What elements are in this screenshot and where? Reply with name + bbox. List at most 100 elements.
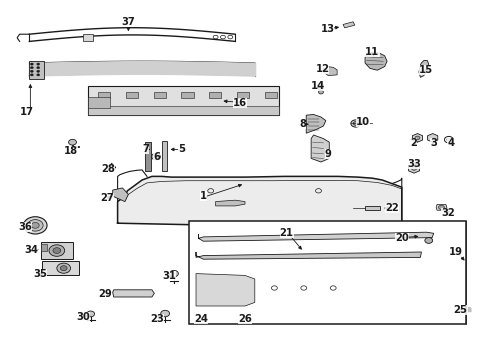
- Text: 20: 20: [395, 233, 409, 243]
- Text: 5: 5: [178, 144, 185, 154]
- Circle shape: [249, 315, 254, 319]
- Bar: [162, 141, 167, 171]
- Circle shape: [351, 120, 361, 127]
- Text: 34: 34: [24, 245, 38, 255]
- Text: 35: 35: [33, 269, 47, 279]
- Text: 32: 32: [441, 208, 455, 218]
- Circle shape: [151, 153, 160, 160]
- Bar: [365, 206, 380, 210]
- Circle shape: [69, 139, 76, 145]
- Circle shape: [318, 90, 323, 94]
- Circle shape: [415, 136, 420, 140]
- Bar: [181, 92, 194, 98]
- Text: 17: 17: [20, 107, 34, 117]
- Circle shape: [447, 138, 451, 141]
- Text: 14: 14: [310, 81, 325, 91]
- Text: 25: 25: [454, 305, 467, 315]
- Text: 29: 29: [98, 289, 112, 300]
- Text: 10: 10: [356, 117, 369, 127]
- Polygon shape: [436, 204, 447, 210]
- Text: 3: 3: [430, 138, 437, 148]
- Circle shape: [53, 248, 61, 253]
- Circle shape: [37, 63, 40, 65]
- Text: 21: 21: [280, 228, 294, 238]
- Circle shape: [30, 70, 33, 72]
- Circle shape: [27, 220, 43, 231]
- Bar: [145, 142, 151, 171]
- Text: 15: 15: [419, 65, 433, 75]
- Text: 8: 8: [299, 119, 306, 129]
- Text: 30: 30: [76, 312, 90, 322]
- Polygon shape: [311, 135, 329, 162]
- Circle shape: [439, 205, 444, 210]
- Bar: [126, 92, 138, 98]
- Bar: [265, 92, 277, 98]
- Circle shape: [57, 263, 71, 273]
- Text: 33: 33: [407, 159, 421, 169]
- Polygon shape: [196, 274, 255, 306]
- Bar: [98, 92, 110, 98]
- Circle shape: [30, 74, 33, 76]
- Bar: [83, 34, 93, 41]
- Bar: [189, 221, 466, 324]
- Circle shape: [412, 167, 416, 170]
- Bar: [88, 106, 279, 115]
- Polygon shape: [113, 290, 154, 297]
- Bar: [153, 92, 166, 98]
- Text: 7: 7: [143, 144, 149, 154]
- Text: 22: 22: [385, 203, 399, 213]
- Bar: [42, 261, 79, 275]
- Circle shape: [49, 245, 65, 256]
- Circle shape: [60, 266, 67, 271]
- Text: 9: 9: [325, 149, 332, 159]
- Text: 11: 11: [365, 47, 380, 57]
- Circle shape: [203, 310, 212, 317]
- Text: 12: 12: [316, 64, 329, 75]
- Polygon shape: [118, 176, 402, 229]
- Circle shape: [161, 310, 170, 317]
- Polygon shape: [323, 67, 337, 76]
- Text: 27: 27: [100, 193, 114, 203]
- Text: 24: 24: [194, 314, 208, 324]
- Bar: [88, 86, 279, 115]
- Text: 1: 1: [200, 191, 207, 201]
- Bar: [343, 22, 355, 28]
- Circle shape: [353, 122, 358, 125]
- Circle shape: [30, 63, 33, 65]
- Circle shape: [24, 217, 47, 234]
- Circle shape: [30, 67, 33, 69]
- Text: 2: 2: [411, 138, 417, 148]
- Polygon shape: [196, 252, 421, 259]
- Text: 18: 18: [64, 146, 78, 156]
- Text: 37: 37: [122, 17, 135, 27]
- Circle shape: [318, 87, 323, 90]
- Bar: [209, 92, 221, 98]
- Bar: [41, 242, 73, 259]
- Polygon shape: [306, 114, 326, 133]
- Bar: [237, 92, 249, 98]
- Circle shape: [31, 222, 39, 228]
- Text: 4: 4: [447, 138, 454, 148]
- Text: 13: 13: [320, 24, 334, 34]
- Text: 6: 6: [153, 152, 160, 162]
- Circle shape: [37, 74, 40, 76]
- Text: 16: 16: [233, 98, 247, 108]
- Text: 31: 31: [162, 271, 176, 282]
- Bar: [41, 244, 47, 251]
- Text: 26: 26: [238, 314, 252, 324]
- Bar: [29, 61, 44, 79]
- Polygon shape: [113, 188, 128, 202]
- Bar: [88, 97, 110, 108]
- Circle shape: [318, 83, 323, 87]
- Circle shape: [37, 67, 40, 69]
- Polygon shape: [419, 60, 429, 77]
- Polygon shape: [365, 52, 387, 70]
- Text: 23: 23: [150, 314, 164, 324]
- Text: 19: 19: [449, 247, 463, 257]
- Polygon shape: [198, 232, 434, 241]
- Circle shape: [170, 270, 178, 277]
- Circle shape: [425, 238, 433, 243]
- Text: 36: 36: [19, 222, 32, 232]
- Polygon shape: [216, 200, 245, 206]
- Circle shape: [37, 70, 40, 72]
